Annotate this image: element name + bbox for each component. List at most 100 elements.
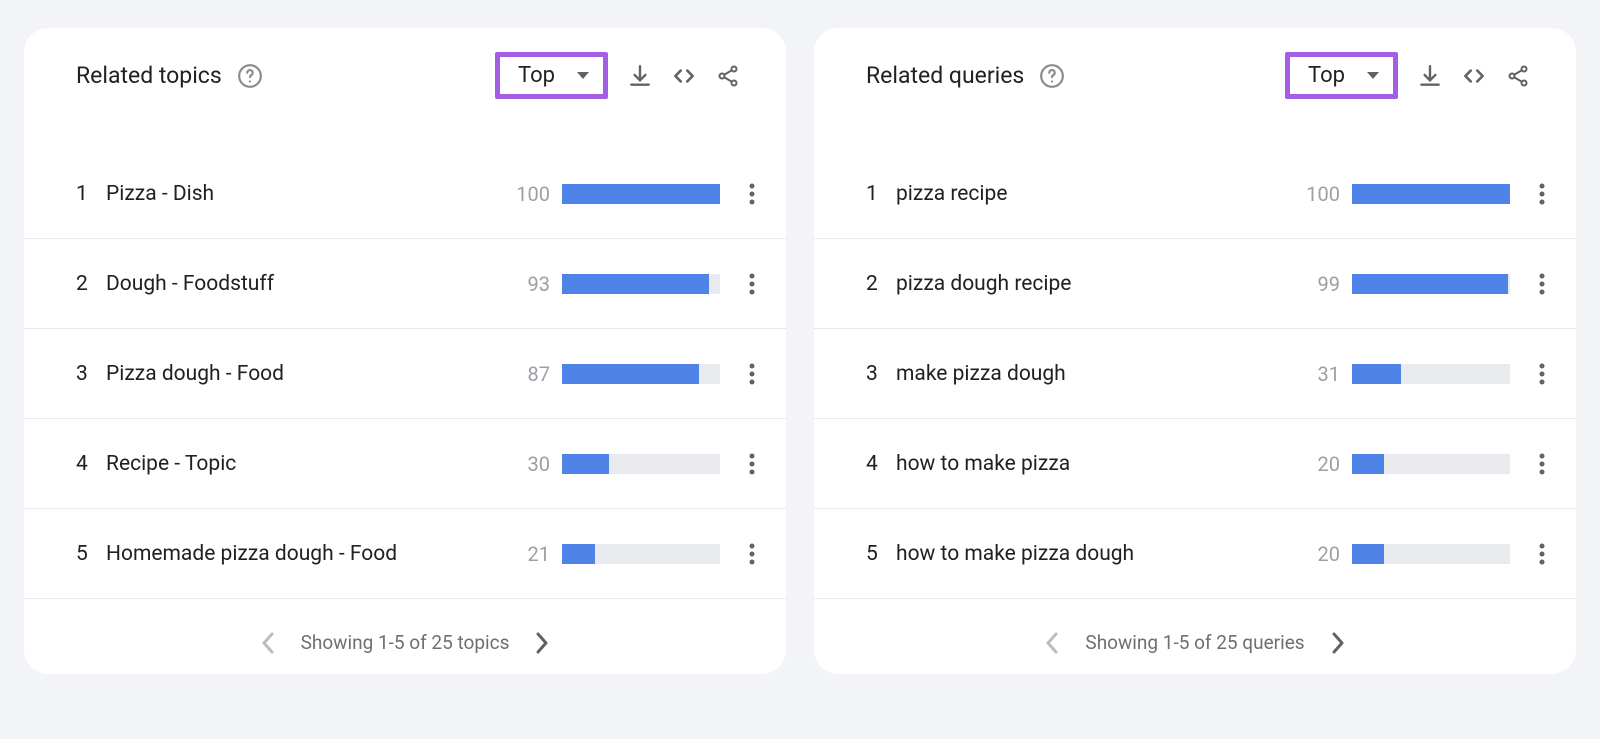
pager-next-icon[interactable]: [529, 632, 555, 654]
bar-track: [1352, 544, 1510, 564]
list-item[interactable]: 4 how to make pizza 20: [814, 419, 1576, 509]
list-item[interactable]: 2 Dough - Foodstuff 93: [24, 239, 786, 329]
sort-dropdown[interactable]: Top: [500, 57, 603, 94]
more-icon[interactable]: [1528, 273, 1556, 295]
pager-prev-icon[interactable]: [255, 632, 281, 654]
bar-track: [562, 544, 720, 564]
item-value: 31: [1302, 362, 1352, 386]
item-label: Homemade pizza dough - Food: [106, 542, 512, 566]
sort-dropdown-highlight: Top: [495, 52, 608, 99]
rank: 2: [76, 272, 106, 296]
item-value: 30: [512, 452, 562, 476]
item-value: 99: [1302, 272, 1352, 296]
download-icon[interactable]: [618, 54, 662, 98]
bar-track: [562, 454, 720, 474]
related-queries-card: Related queries Top 1: [814, 28, 1576, 674]
rank: 5: [76, 542, 106, 566]
topics-list: 1 Pizza - Dish 100 2 Dough - Foodstuff 9…: [24, 109, 786, 599]
more-icon[interactable]: [738, 543, 766, 565]
bar-fill: [562, 544, 595, 564]
bar-fill: [1352, 274, 1508, 294]
card-title: Related queries: [866, 62, 1024, 89]
rank: 2: [866, 272, 896, 296]
more-icon[interactable]: [1528, 183, 1556, 205]
item-label: Pizza dough - Food: [106, 362, 512, 386]
item-value: 87: [512, 362, 562, 386]
rank: 3: [76, 362, 106, 386]
rank: 1: [76, 182, 106, 206]
more-icon[interactable]: [738, 273, 766, 295]
pager-next-icon[interactable]: [1325, 632, 1351, 654]
share-icon[interactable]: [1496, 54, 1540, 98]
embed-icon[interactable]: [1452, 54, 1496, 98]
item-value: 21: [512, 542, 562, 566]
rank: 3: [866, 362, 896, 386]
more-icon[interactable]: [738, 363, 766, 385]
chevron-down-icon: [577, 72, 589, 79]
rank: 5: [866, 542, 896, 566]
list-item[interactable]: 5 Homemade pizza dough - Food 21: [24, 509, 786, 599]
list-item[interactable]: 4 Recipe - Topic 30: [24, 419, 786, 509]
help-icon[interactable]: [236, 62, 264, 90]
rank: 1: [866, 182, 896, 206]
item-label: Dough - Foodstuff: [106, 272, 512, 296]
item-value: 100: [512, 182, 562, 206]
list-item[interactable]: 3 Pizza dough - Food 87: [24, 329, 786, 419]
bar-fill: [562, 274, 709, 294]
help-icon[interactable]: [1038, 62, 1066, 90]
bar-track: [1352, 274, 1510, 294]
share-icon[interactable]: [706, 54, 750, 98]
more-icon[interactable]: [1528, 543, 1556, 565]
queries-list: 1 pizza recipe 100 2 pizza dough recipe …: [814, 109, 1576, 599]
more-icon[interactable]: [738, 183, 766, 205]
card-header: Related topics Top: [24, 28, 786, 109]
card-header: Related queries Top: [814, 28, 1576, 109]
more-icon[interactable]: [1528, 453, 1556, 475]
item-label: Recipe - Topic: [106, 452, 512, 476]
rank: 4: [866, 452, 896, 476]
bar-track: [562, 364, 720, 384]
bar-fill: [562, 184, 720, 204]
bar-fill: [1352, 544, 1384, 564]
sort-dropdown-label: Top: [1308, 63, 1345, 88]
item-label: pizza dough recipe: [896, 272, 1302, 296]
bar-fill: [1352, 364, 1401, 384]
bar-fill: [562, 454, 609, 474]
more-icon[interactable]: [738, 453, 766, 475]
list-item[interactable]: 5 how to make pizza dough 20: [814, 509, 1576, 599]
bar-track: [562, 184, 720, 204]
pager: Showing 1-5 of 25 topics: [24, 599, 786, 654]
list-item[interactable]: 2 pizza dough recipe 99: [814, 239, 1576, 329]
item-value: 93: [512, 272, 562, 296]
item-label: pizza recipe: [896, 182, 1302, 206]
sort-dropdown[interactable]: Top: [1290, 57, 1393, 94]
chevron-down-icon: [1367, 72, 1379, 79]
item-label: make pizza dough: [896, 362, 1302, 386]
list-item[interactable]: 3 make pizza dough 31: [814, 329, 1576, 419]
item-value: 20: [1302, 452, 1352, 476]
sort-dropdown-label: Top: [518, 63, 555, 88]
bar-fill: [562, 364, 699, 384]
bar-fill: [1352, 454, 1384, 474]
bar-fill: [1352, 184, 1510, 204]
bar-track: [1352, 454, 1510, 474]
cards-grid: Related topics Top 1: [24, 28, 1576, 674]
item-label: how to make pizza: [896, 452, 1302, 476]
rank: 4: [76, 452, 106, 476]
card-title: Related topics: [76, 62, 222, 89]
bar-track: [562, 274, 720, 294]
pager-prev-icon[interactable]: [1039, 632, 1065, 654]
pager: Showing 1-5 of 25 queries: [814, 599, 1576, 654]
item-label: how to make pizza dough: [896, 542, 1302, 566]
list-item[interactable]: 1 pizza recipe 100: [814, 149, 1576, 239]
item-value: 100: [1302, 182, 1352, 206]
item-value: 20: [1302, 542, 1352, 566]
pager-text: Showing 1-5 of 25 queries: [1085, 631, 1304, 654]
more-icon[interactable]: [1528, 363, 1556, 385]
related-topics-card: Related topics Top 1: [24, 28, 786, 674]
list-item[interactable]: 1 Pizza - Dish 100: [24, 149, 786, 239]
bar-track: [1352, 364, 1510, 384]
embed-icon[interactable]: [662, 54, 706, 98]
pager-text: Showing 1-5 of 25 topics: [301, 631, 510, 654]
download-icon[interactable]: [1408, 54, 1452, 98]
